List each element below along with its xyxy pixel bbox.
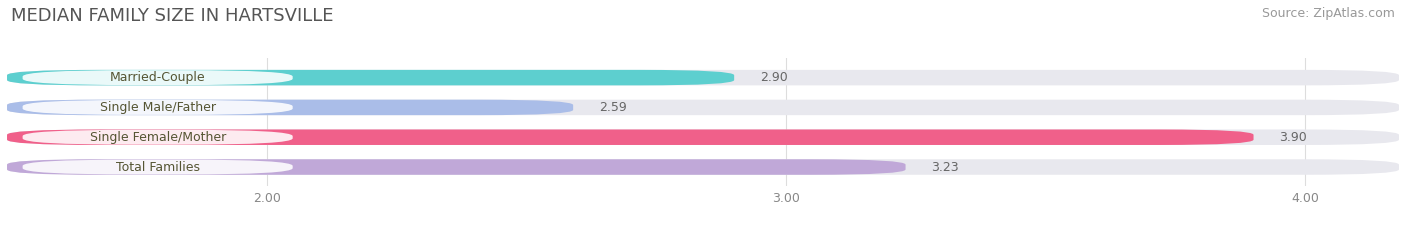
FancyBboxPatch shape [7,70,734,85]
Text: Total Families: Total Families [115,161,200,174]
FancyBboxPatch shape [7,130,1254,145]
FancyBboxPatch shape [22,130,292,145]
FancyBboxPatch shape [22,160,292,175]
FancyBboxPatch shape [7,100,574,115]
Text: 2.90: 2.90 [761,71,787,84]
Text: Source: ZipAtlas.com: Source: ZipAtlas.com [1261,7,1395,20]
Text: 3.90: 3.90 [1279,131,1308,144]
Text: 2.59: 2.59 [599,101,627,114]
FancyBboxPatch shape [22,100,292,115]
Text: MEDIAN FAMILY SIZE IN HARTSVILLE: MEDIAN FAMILY SIZE IN HARTSVILLE [11,7,333,25]
FancyBboxPatch shape [7,159,905,175]
Text: Single Female/Mother: Single Female/Mother [90,131,226,144]
Text: 3.23: 3.23 [932,161,959,174]
FancyBboxPatch shape [7,130,1399,145]
FancyBboxPatch shape [7,159,1399,175]
FancyBboxPatch shape [22,70,292,85]
Text: Married-Couple: Married-Couple [110,71,205,84]
Text: Single Male/Father: Single Male/Father [100,101,215,114]
FancyBboxPatch shape [7,70,1399,85]
FancyBboxPatch shape [7,100,1399,115]
